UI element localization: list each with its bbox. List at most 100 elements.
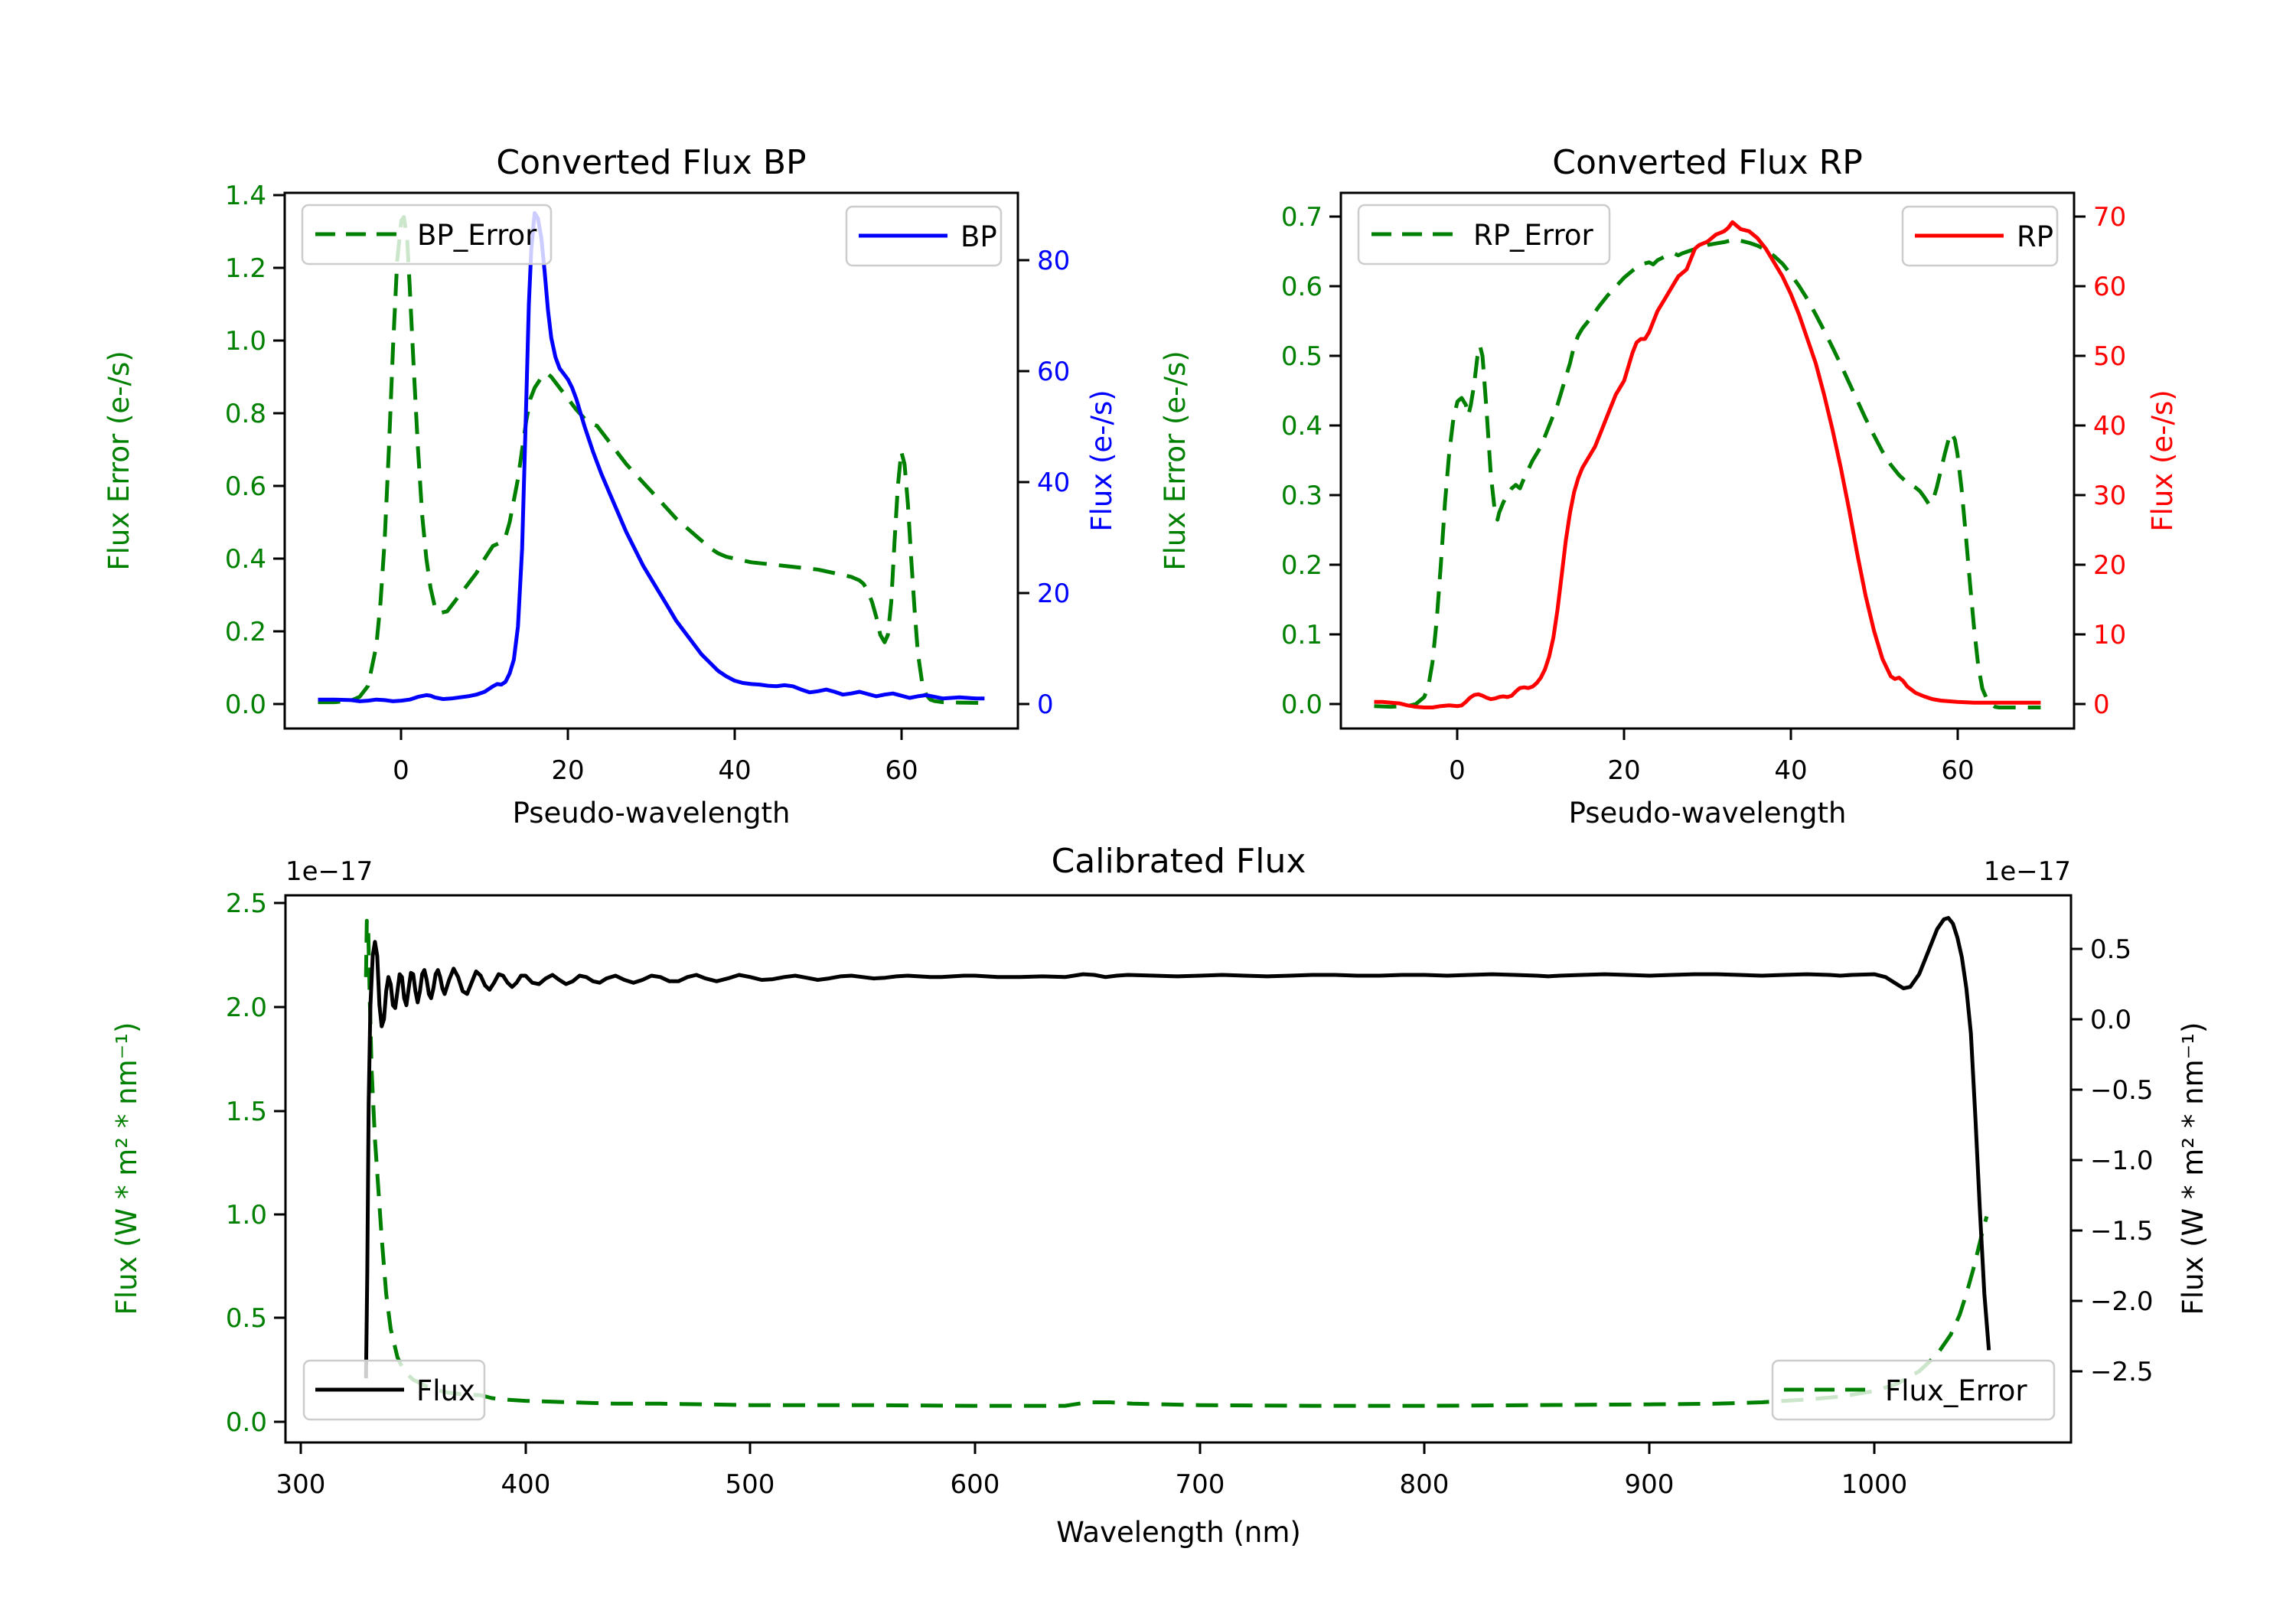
svg-text:0.0: 0.0 bbox=[1281, 689, 1322, 720]
svg-text:0.3: 0.3 bbox=[1281, 481, 1322, 511]
svg-text:700: 700 bbox=[1176, 1469, 1225, 1500]
svg-text:0.0: 0.0 bbox=[225, 689, 266, 720]
calibrated-ylabel-left: Flux (W * m² * nm⁻¹) bbox=[110, 1022, 143, 1315]
rp-xlabel: Pseudo-wavelength bbox=[1569, 797, 1847, 830]
svg-text:40: 40 bbox=[2093, 411, 2126, 442]
rp-error-legend: RP_Error bbox=[1357, 204, 1611, 266]
flux-error-legend: Flux_Error bbox=[1771, 1359, 2056, 1421]
svg-text:0.4: 0.4 bbox=[225, 544, 266, 575]
bp-axes-frame bbox=[283, 191, 1019, 730]
svg-text:70: 70 bbox=[2093, 202, 2126, 233]
svg-text:20: 20 bbox=[2093, 550, 2126, 581]
right-offset-text: 1e−17 bbox=[1984, 856, 2071, 887]
bp-x-ticks: 0 20 40 60 bbox=[393, 729, 918, 786]
svg-text:0.7: 0.7 bbox=[1281, 202, 1322, 233]
svg-text:40: 40 bbox=[1774, 755, 1807, 786]
svg-text:0: 0 bbox=[1449, 755, 1466, 786]
rp-ylabel-right: Flux (e-/s) bbox=[2146, 390, 2179, 531]
calibrated-panel: Calibrated Flux 1e−17 1e−17 0.0 0.5 1.0 … bbox=[110, 842, 2210, 1549]
svg-text:0.0: 0.0 bbox=[2090, 1005, 2131, 1035]
svg-text:0.5: 0.5 bbox=[1281, 341, 1322, 372]
svg-text:60: 60 bbox=[1941, 755, 1974, 786]
rp-title: Converted Flux RP bbox=[1552, 143, 1863, 182]
svg-text:RP: RP bbox=[2017, 220, 2053, 253]
rp-legend: RP bbox=[1901, 205, 2059, 267]
rp-panel: Converted Flux RP 0.0 0.1 0.2 0.3 0.4 0.… bbox=[1159, 143, 2179, 830]
svg-text:0.5: 0.5 bbox=[2090, 934, 2131, 965]
svg-text:400: 400 bbox=[501, 1469, 551, 1500]
calibrated-x-ticks: 300 400 500 600 700 800 900 1000 bbox=[276, 1442, 1908, 1500]
svg-text:0.8: 0.8 bbox=[225, 399, 266, 429]
svg-text:1.5: 1.5 bbox=[226, 1097, 267, 1127]
bp-error-legend: BP_Error bbox=[301, 204, 553, 266]
svg-text:1000: 1000 bbox=[1841, 1469, 1908, 1500]
svg-text:0.2: 0.2 bbox=[1281, 550, 1322, 581]
left-offset-text: 1e−17 bbox=[285, 856, 373, 887]
calibrated-right-ticks: 0.5 0.0 −0.5 −1.0 −1.5 −2.0 −2.5 bbox=[2071, 934, 2154, 1387]
calibrated-title: Calibrated Flux bbox=[1052, 842, 1306, 881]
svg-text:1.4: 1.4 bbox=[225, 181, 266, 211]
bp-xlabel: Pseudo-wavelength bbox=[513, 797, 791, 830]
svg-text:−1.5: −1.5 bbox=[2090, 1216, 2154, 1247]
rp-curve bbox=[1374, 220, 2041, 709]
svg-text:900: 900 bbox=[1625, 1469, 1675, 1500]
bp-right-ticks: 0 20 40 60 80 bbox=[1018, 246, 1070, 720]
svg-text:50: 50 bbox=[2093, 341, 2126, 372]
svg-text:2.5: 2.5 bbox=[226, 888, 267, 919]
svg-text:−0.5: −0.5 bbox=[2090, 1075, 2154, 1106]
svg-text:0: 0 bbox=[1037, 689, 1054, 720]
flux-error-curve bbox=[364, 918, 1989, 1408]
svg-text:30: 30 bbox=[2093, 481, 2126, 511]
svg-text:BP: BP bbox=[960, 220, 997, 253]
svg-text:0.6: 0.6 bbox=[225, 471, 266, 502]
svg-text:RP_Error: RP_Error bbox=[1473, 219, 1593, 252]
rp-error-curve bbox=[1374, 237, 2041, 709]
svg-text:0.1: 0.1 bbox=[1281, 620, 1322, 650]
svg-text:−2.5: −2.5 bbox=[2090, 1357, 2154, 1387]
svg-text:0: 0 bbox=[2093, 689, 2110, 720]
rp-ylabel-left: Flux Error (e-/s) bbox=[1159, 350, 1192, 570]
bp-panel: Converted Flux BP 0.0 0.2 0.4 0.6 0.8 1.… bbox=[103, 143, 1118, 830]
bp-error-curve bbox=[318, 215, 985, 706]
svg-text:20: 20 bbox=[1607, 755, 1640, 786]
svg-text:20: 20 bbox=[551, 755, 584, 786]
bp-ylabel-left: Flux Error (e-/s) bbox=[103, 350, 135, 570]
svg-text:600: 600 bbox=[951, 1469, 1000, 1500]
svg-text:Flux_Error: Flux_Error bbox=[1885, 1374, 2027, 1407]
bp-title: Converted Flux BP bbox=[496, 143, 806, 182]
rp-right-ticks: 0 10 20 30 40 50 60 70 bbox=[2074, 202, 2126, 720]
rp-left-ticks: 0.0 0.1 0.2 0.3 0.4 0.5 0.6 0.7 bbox=[1281, 202, 1341, 720]
svg-text:800: 800 bbox=[1400, 1469, 1450, 1500]
flux-legend: Flux bbox=[302, 1359, 486, 1421]
rp-x-ticks: 0 20 40 60 bbox=[1449, 729, 1975, 786]
svg-text:0.5: 0.5 bbox=[226, 1303, 267, 1334]
svg-text:−2.0: −2.0 bbox=[2090, 1286, 2154, 1317]
svg-text:0.4: 0.4 bbox=[1281, 411, 1322, 442]
bp-legend: BP bbox=[845, 205, 1003, 267]
rp-axes-frame bbox=[1339, 191, 2076, 730]
svg-text:1.0: 1.0 bbox=[225, 326, 266, 357]
svg-text:300: 300 bbox=[276, 1469, 326, 1500]
svg-text:0.6: 0.6 bbox=[1281, 272, 1322, 302]
calibrated-ylabel-right: Flux (W * m² * nm⁻¹) bbox=[2177, 1022, 2210, 1315]
calibrated-xlabel: Wavelength (nm) bbox=[1056, 1516, 1301, 1549]
bp-ylabel-right: Flux (e-/s) bbox=[1085, 390, 1118, 531]
svg-text:60: 60 bbox=[885, 755, 918, 786]
svg-text:0.0: 0.0 bbox=[226, 1407, 267, 1438]
svg-text:60: 60 bbox=[1037, 357, 1070, 387]
svg-text:−1.0: −1.0 bbox=[2090, 1146, 2154, 1176]
svg-text:2.0: 2.0 bbox=[226, 993, 267, 1023]
svg-text:10: 10 bbox=[2093, 620, 2126, 650]
svg-text:20: 20 bbox=[1037, 579, 1070, 609]
svg-text:80: 80 bbox=[1037, 246, 1070, 276]
flux-curve bbox=[364, 916, 1991, 1379]
svg-text:0.2: 0.2 bbox=[225, 617, 266, 647]
svg-text:40: 40 bbox=[718, 755, 751, 786]
svg-text:500: 500 bbox=[726, 1469, 775, 1500]
bp-curve bbox=[318, 210, 985, 703]
svg-text:40: 40 bbox=[1037, 468, 1070, 498]
svg-text:BP_Error: BP_Error bbox=[417, 219, 537, 252]
calibrated-left-ticks: 0.0 0.5 1.0 1.5 2.0 2.5 bbox=[226, 888, 285, 1438]
